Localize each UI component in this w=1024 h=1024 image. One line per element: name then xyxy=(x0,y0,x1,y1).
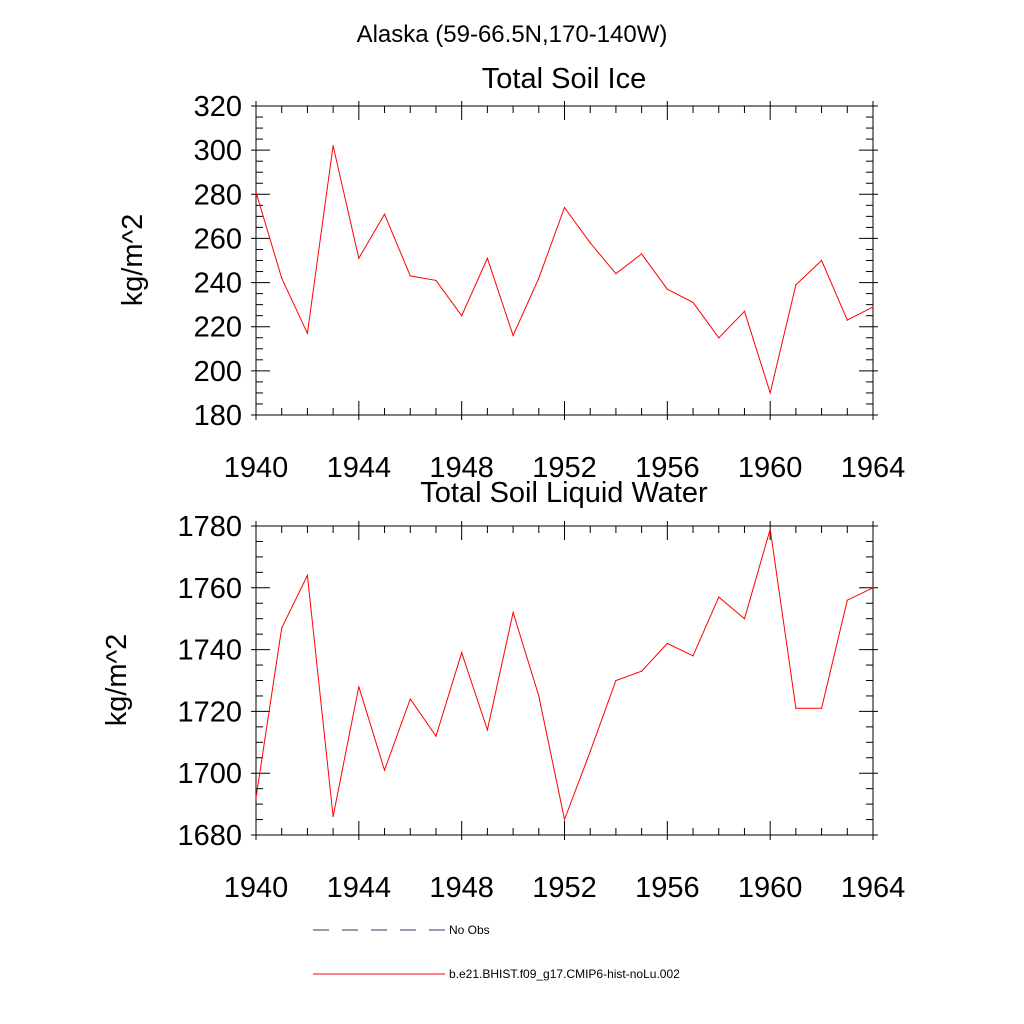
panel-total-soil-ice: Total Soil Ice kg/m^2 1940 1944 1948 1952 19… xyxy=(117,63,905,484)
x-tick-label: 1940 xyxy=(224,872,289,904)
data-point xyxy=(641,253,643,255)
data-point xyxy=(409,698,411,700)
x-tick-label: 1944 xyxy=(327,452,392,484)
data-point xyxy=(615,273,617,275)
y-tick-label: 300 xyxy=(194,135,242,167)
series-line xyxy=(255,145,874,395)
data-point xyxy=(666,642,668,645)
panel-title: Total Soil Ice xyxy=(482,63,646,95)
data-point xyxy=(409,275,411,277)
data-point xyxy=(743,618,746,620)
y-tick-label: 1740 xyxy=(177,635,242,667)
data-point xyxy=(692,301,694,304)
y-tick-label: 1720 xyxy=(177,696,242,728)
y-tick-label: 280 xyxy=(194,179,242,211)
y-tick-label: 220 xyxy=(194,312,242,344)
x-tick-label: 1956 xyxy=(635,452,700,484)
legend-label: No Obs xyxy=(449,923,490,937)
data-point xyxy=(383,769,386,771)
x-tick-label: 1944 xyxy=(327,872,392,904)
series-line xyxy=(255,528,874,822)
x-tick-label: 1960 xyxy=(738,872,803,904)
data-point xyxy=(255,191,257,193)
data-point xyxy=(820,707,823,709)
plot-frame xyxy=(255,525,874,836)
data-point xyxy=(563,206,566,209)
y-tick-label: 180 xyxy=(194,400,242,432)
x-tick-label: 1940 xyxy=(224,452,289,484)
data-point xyxy=(641,670,643,672)
data-point xyxy=(589,242,591,244)
y-axis-label: kg/m^2 xyxy=(117,214,149,307)
data-point xyxy=(563,818,566,821)
y-tick-label: 1780 xyxy=(177,511,242,543)
data-point xyxy=(512,611,514,614)
data-point xyxy=(718,337,720,339)
data-point xyxy=(538,695,540,697)
data-point xyxy=(769,528,771,530)
y-tick-label: 1760 xyxy=(177,573,242,605)
data-point xyxy=(615,679,617,682)
y-tick-label: 240 xyxy=(194,268,242,300)
data-point xyxy=(872,587,874,589)
panel-total-soil-liquid-water: Total Soil Liquid Water kg/m^2 1940 1944 1… xyxy=(101,477,905,904)
figure-suptitle: Alaska (59-66.5N,170-140W) xyxy=(357,21,668,48)
data-point xyxy=(820,259,823,262)
x-tick-label: 1964 xyxy=(841,872,906,904)
data-point xyxy=(872,306,874,308)
data-point xyxy=(461,652,463,654)
data-point xyxy=(281,277,283,279)
data-point xyxy=(743,310,746,312)
y-tick-label: 200 xyxy=(194,356,242,388)
data-point xyxy=(666,288,668,290)
data-point xyxy=(795,284,797,286)
y-tick-label: 260 xyxy=(194,223,242,255)
x-tick-label: 1948 xyxy=(429,452,494,484)
data-point xyxy=(692,655,694,657)
data-point xyxy=(435,735,437,737)
x-tick-label: 1956 xyxy=(635,872,700,904)
data-point xyxy=(358,257,360,259)
x-tick-label: 1952 xyxy=(532,452,597,484)
data-point xyxy=(306,332,309,334)
data-point xyxy=(306,574,309,577)
data-point xyxy=(769,392,771,394)
data-point xyxy=(383,213,386,215)
data-point xyxy=(255,797,257,799)
data-point xyxy=(332,145,334,147)
data-point xyxy=(846,319,848,321)
legend-label: b.e21.BHIST.f09_g17.CMIP6-hist-noLu.002 xyxy=(449,967,680,981)
x-tick-label: 1964 xyxy=(841,452,906,484)
legend: No Obs b.e21.BHIST.f09_g17.CMIP6-hist-no… xyxy=(313,923,680,981)
x-tick-label: 1948 xyxy=(429,872,494,904)
data-point xyxy=(358,686,360,688)
panel-title: Total Soil Liquid Water xyxy=(420,477,708,509)
y-tick-label: 1680 xyxy=(177,820,242,852)
y-tick-label: 1700 xyxy=(177,758,242,790)
data-point xyxy=(486,257,488,259)
y-axis-label: kg/m^2 xyxy=(101,634,133,727)
data-point xyxy=(846,599,848,601)
x-tick-label: 1952 xyxy=(532,872,597,904)
data-point xyxy=(435,279,437,281)
data-point xyxy=(538,277,540,279)
data-point xyxy=(512,334,514,337)
data-point xyxy=(718,596,720,598)
data-point xyxy=(589,750,591,753)
data-point xyxy=(795,707,797,709)
data-point xyxy=(332,815,334,818)
x-tick-label: 1960 xyxy=(738,452,803,484)
plot-frame xyxy=(255,105,874,416)
y-tick-label: 320 xyxy=(194,91,242,123)
data-point xyxy=(461,315,463,317)
data-point xyxy=(281,627,283,629)
data-point xyxy=(486,729,488,731)
